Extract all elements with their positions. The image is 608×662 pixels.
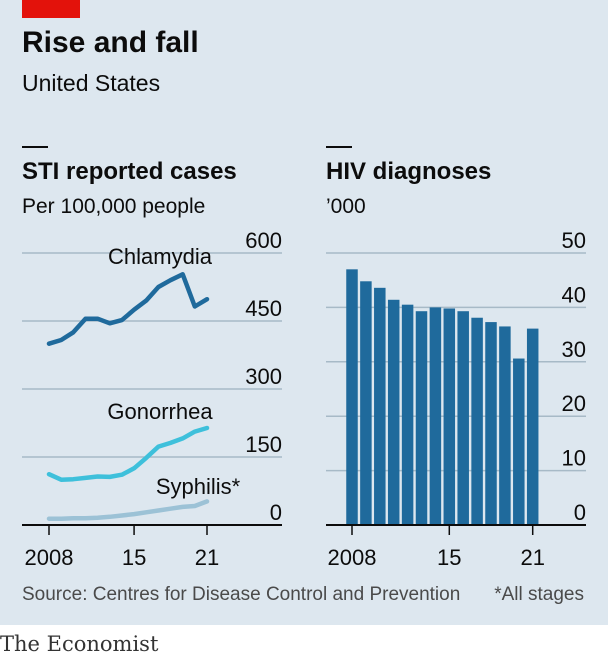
right-x-tick-label: 15 — [437, 545, 461, 570]
hiv-bar — [346, 269, 358, 525]
hiv-bar — [415, 311, 428, 525]
right-chart-title: HIV diagnoses — [326, 158, 492, 185]
series-line-gonorrhea — [46, 425, 210, 482]
series-label-gonorrhea: Gonorrhea — [107, 399, 213, 424]
right-x-tick-label: 2008 — [328, 545, 377, 570]
left-x-tick-label: 2008 — [25, 545, 74, 570]
right-chart-subtitle: ’000 — [326, 195, 366, 218]
series-label-chlamydia: Chlamydia — [108, 244, 213, 269]
page-subtitle: United States — [22, 70, 161, 96]
source-note: Source: Centres for Disease Control and … — [22, 584, 461, 605]
series-line-chlamydia — [46, 272, 210, 346]
right-y-tick-label: 30 — [562, 337, 586, 362]
left-x-tick-label: 21 — [195, 545, 219, 570]
hiv-bar — [443, 308, 456, 525]
left-y-tick-label: 450 — [245, 296, 282, 321]
left-x-tick-label: 15 — [122, 545, 146, 570]
hiv-bar — [526, 328, 539, 525]
right-y-tick-label: 0 — [574, 500, 586, 525]
hiv-bar — [471, 317, 483, 525]
left-chart-rule — [22, 146, 48, 148]
hiv-bar — [387, 299, 400, 525]
right-y-tick-label: 50 — [562, 228, 586, 253]
hiv-bar — [513, 358, 525, 525]
left-y-tick-label: 0 — [270, 500, 282, 525]
right-y-tick-label: 10 — [562, 446, 586, 471]
left-y-tick-label: 150 — [245, 432, 282, 457]
left-chart-title: STI reported cases — [22, 158, 237, 185]
hiv-bar — [401, 304, 414, 525]
hiv-bar — [499, 326, 511, 525]
right-chart-rule — [326, 146, 352, 148]
hiv-bar — [485, 322, 497, 525]
footnote: *All stages — [494, 584, 584, 605]
brand-tag — [22, 0, 80, 18]
left-chart-subtitle: Per 100,000 people — [22, 195, 206, 218]
right-y-tick-label: 20 — [562, 391, 586, 416]
series-label-syphilis: Syphilis* — [156, 474, 241, 499]
economist-logo: The Economist — [0, 632, 159, 656]
hiv-bar — [360, 281, 372, 525]
hiv-bar — [457, 311, 469, 525]
hiv-bar — [429, 307, 442, 525]
series-line-syphilis — [46, 499, 210, 521]
right-y-tick-label: 40 — [562, 282, 586, 307]
hiv-bar — [374, 287, 386, 525]
page-title: Rise and fall — [22, 26, 199, 59]
left-y-tick-label: 600 — [245, 228, 282, 253]
left-y-tick-label: 300 — [245, 364, 282, 389]
right-x-tick-label: 21 — [520, 545, 544, 570]
